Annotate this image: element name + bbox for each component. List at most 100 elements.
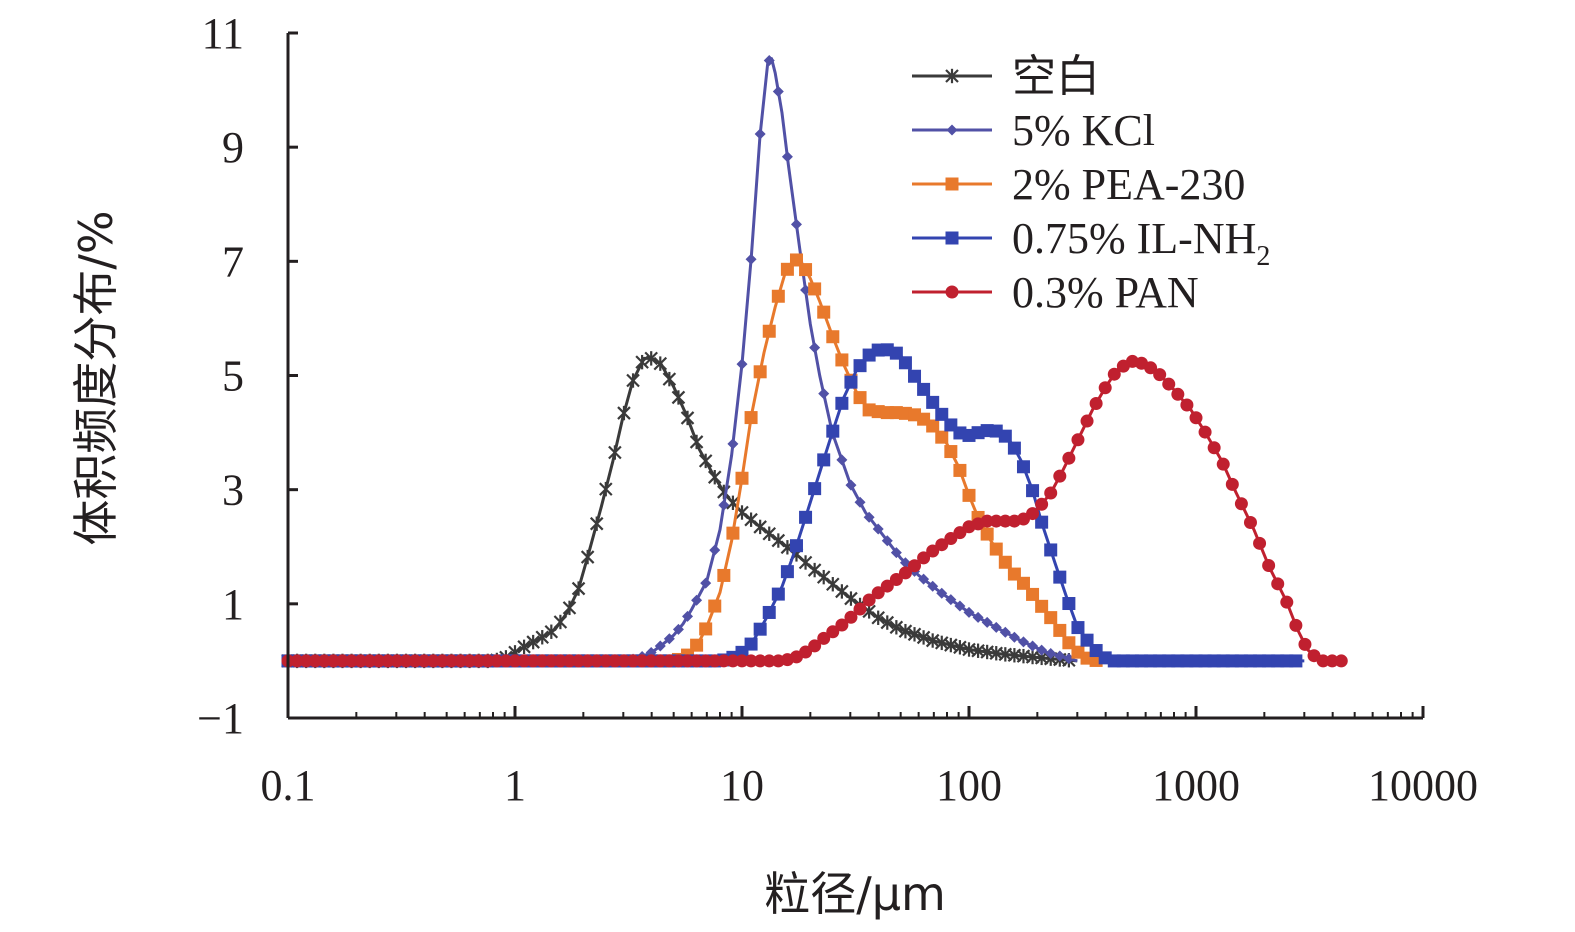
data-point [963, 606, 975, 618]
data-point [571, 581, 586, 596]
data-point [335, 654, 349, 668]
data-point [853, 391, 867, 405]
data-point [1271, 577, 1285, 591]
data-point [762, 654, 776, 668]
data-point [826, 577, 840, 592]
data-point [871, 610, 885, 625]
data-point [753, 622, 767, 636]
data-point [807, 562, 822, 578]
data-point [363, 654, 377, 668]
data-point [845, 479, 857, 491]
data-point [753, 519, 767, 535]
data-point [654, 640, 666, 652]
data-point [553, 614, 568, 630]
data-point [526, 654, 540, 668]
data-point [444, 654, 458, 668]
data-point [691, 594, 703, 606]
data-point [916, 630, 931, 645]
series-4 [281, 354, 1348, 668]
data-point [626, 373, 640, 388]
data-point [617, 654, 631, 668]
data-point [299, 654, 313, 668]
data-point [799, 263, 813, 277]
data-point [917, 382, 931, 396]
data-point [1144, 361, 1158, 375]
data-point [817, 453, 831, 467]
series-line [288, 356, 1078, 663]
data-point [826, 625, 840, 639]
legend-label: 0.3% PAN [1012, 268, 1199, 317]
data-point [772, 85, 784, 97]
data-point [490, 654, 504, 668]
data-point [999, 626, 1011, 638]
data-point [735, 654, 749, 668]
data-point [590, 654, 604, 668]
data-point [789, 539, 803, 553]
data-point [1053, 570, 1067, 584]
data-point [935, 538, 949, 552]
data-point [1071, 433, 1085, 447]
x-tick-label: 100 [936, 761, 1002, 810]
data-point [817, 305, 831, 319]
data-point [553, 654, 567, 668]
data-point [1036, 644, 1048, 656]
legend-entry-3: 0.75% IL-NH2 [912, 214, 1270, 272]
data-point [926, 419, 940, 433]
data-point [1071, 621, 1085, 635]
data-point [1171, 387, 1185, 401]
data-point [890, 547, 902, 559]
data-point [481, 654, 495, 668]
data-point [544, 654, 558, 668]
data-point [671, 390, 686, 405]
legend-marker [945, 231, 959, 245]
data-point [700, 577, 712, 589]
y-tick-label: 3 [222, 466, 244, 515]
y-tick-label: −1 [197, 694, 244, 743]
data-point [844, 591, 858, 606]
data-point [763, 54, 775, 66]
data-point [662, 371, 677, 387]
data-point [1280, 595, 1294, 609]
data-point [1016, 576, 1030, 590]
data-point [672, 623, 684, 635]
data-point [926, 544, 940, 558]
data-point [644, 351, 658, 366]
data-point [599, 654, 613, 668]
legend-label-subscript: 2 [1256, 241, 1270, 272]
legend-entry-1: 5% KCl [912, 106, 1155, 155]
data-point [1298, 637, 1312, 651]
data-point [736, 358, 748, 370]
legend-entry-0: 空白 [912, 52, 1100, 101]
data-point [880, 579, 894, 593]
legend-marker [945, 68, 959, 84]
data-point [1207, 441, 1221, 455]
data-point [945, 594, 957, 606]
data-point [690, 654, 704, 668]
data-point [926, 395, 940, 409]
data-point [762, 526, 777, 541]
y-tick-label: 1 [222, 580, 244, 629]
data-point [972, 611, 984, 623]
y-tick-label: 5 [222, 352, 244, 401]
data-point [798, 555, 813, 570]
data-point [826, 330, 840, 344]
data-point [744, 512, 758, 527]
series-3 [281, 343, 1305, 668]
data-point [908, 369, 922, 383]
data-point [799, 510, 813, 524]
data-point [726, 526, 740, 540]
data-point [898, 623, 913, 639]
data-point [735, 471, 749, 485]
data-point [1035, 515, 1049, 529]
data-point [980, 514, 994, 528]
data-point [435, 654, 449, 668]
data-point [290, 654, 304, 668]
data-point [1054, 650, 1066, 662]
data-point [699, 654, 713, 668]
data-point [744, 411, 758, 425]
data-point [918, 573, 930, 585]
data-point [671, 654, 685, 668]
data-point [753, 654, 767, 668]
data-point [1062, 597, 1076, 611]
data-point [818, 388, 830, 400]
